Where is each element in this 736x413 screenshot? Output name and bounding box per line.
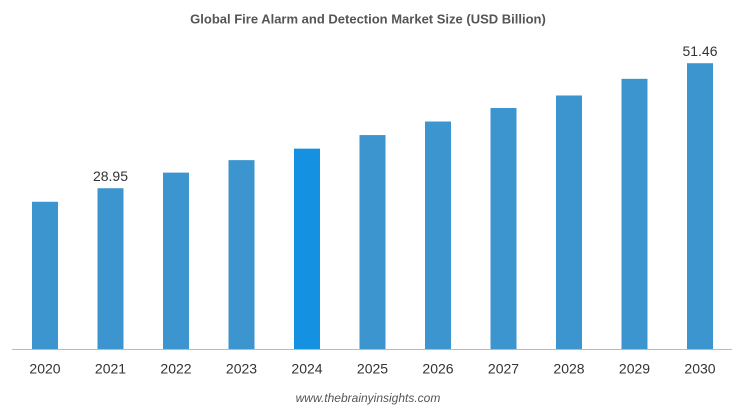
- bar: [687, 63, 713, 349]
- bar: [359, 135, 386, 349]
- x-tick-label: 2029: [619, 361, 650, 377]
- bar: [294, 148, 320, 349]
- x-tick-label: 2022: [160, 361, 191, 377]
- bar: [228, 160, 255, 349]
- bar: [97, 188, 124, 349]
- chart-title: Global Fire Alarm and Detection Market S…: [190, 11, 546, 26]
- x-tick-label: 2026: [422, 361, 453, 377]
- bar: [425, 121, 451, 349]
- x-tick-label: 2020: [29, 361, 60, 377]
- bar: [32, 201, 58, 349]
- x-tick-label: 2027: [488, 361, 519, 377]
- bar: [621, 78, 648, 349]
- x-tick-label: 2023: [226, 361, 257, 377]
- value-label: 51.46: [682, 43, 717, 59]
- x-tick-label: 2021: [95, 361, 126, 377]
- x-tick-label: 2025: [357, 361, 388, 377]
- bar: [163, 172, 189, 349]
- x-tick-label: 2028: [553, 361, 584, 377]
- bar: [556, 95, 582, 349]
- source: www.thebrainyinsights.com: [296, 391, 441, 405]
- value-label: 28.95: [93, 168, 128, 184]
- x-tick-label: 2030: [684, 361, 715, 377]
- bar: [490, 107, 517, 349]
- x-tick-label: 2024: [291, 361, 322, 377]
